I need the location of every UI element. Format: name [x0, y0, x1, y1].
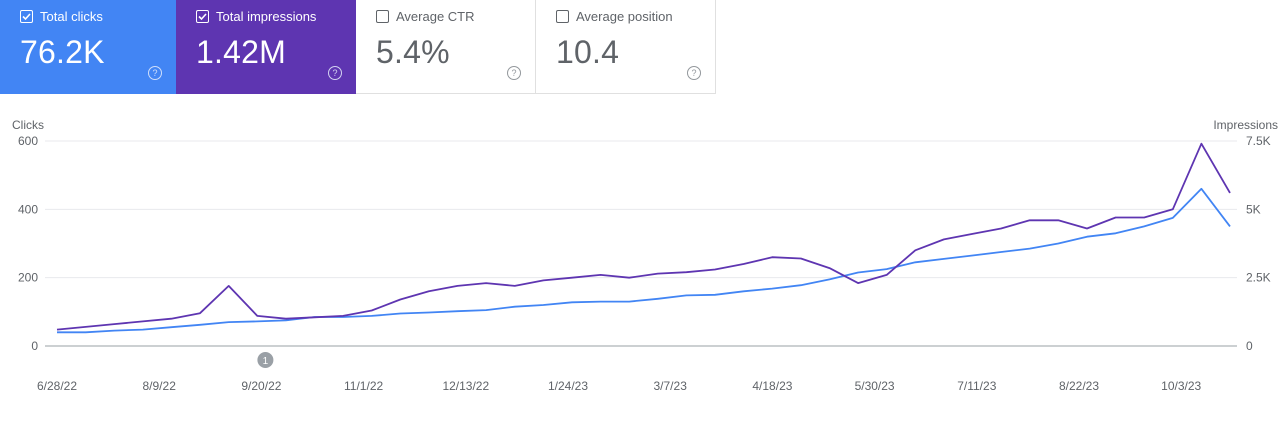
metric-label: Total impressions [216, 8, 317, 24]
metric-value: 76.2K [20, 34, 105, 70]
x-tick-label: 4/18/23 [752, 379, 792, 393]
y-left-tick-label: 600 [18, 134, 38, 148]
metric-value: 10.4 [556, 34, 620, 70]
x-tick-label: 10/3/23 [1161, 379, 1201, 393]
y-right-tick-label: 5K [1246, 202, 1261, 216]
y-right-tick-label: 0 [1246, 339, 1253, 353]
x-tick-label: 8/22/23 [1059, 379, 1099, 393]
checkbox-unchecked-icon[interactable] [376, 9, 389, 23]
performance-chart[interactable]: Clicks Impressions 600 400 200 0 7.5K 5K 2.5K 0 6/… [0, 94, 1287, 417]
metric-card-header: Average CTR [376, 8, 535, 24]
x-tick-label: 7/11/23 [957, 379, 996, 393]
checkbox-checked-icon[interactable] [20, 9, 33, 23]
metric-card-header: Total impressions [196, 8, 356, 24]
annotation-marker [257, 352, 274, 368]
x-tick-label: 5/30/23 [855, 379, 895, 393]
help-icon[interactable]: ? [148, 66, 162, 80]
y-right-tick-label: 2.5K [1246, 271, 1271, 285]
x-tick-label: 1/24/23 [548, 379, 588, 393]
y-left-tick-label: 0 [31, 339, 38, 353]
metric-value: 1.42M [196, 34, 286, 70]
metric-card-average-ctr[interactable]: Average CTR 5.4% ? [356, 0, 536, 94]
x-tick-label: 12/13/22 [442, 379, 489, 393]
y-axis-left-title: Clicks [12, 118, 44, 132]
metric-label: Average CTR [396, 8, 475, 24]
metric-label: Total clicks [40, 8, 103, 24]
x-tick-label: 8/9/22 [143, 379, 177, 393]
metric-label: Average position [576, 8, 673, 24]
metric-value: 5.4% [376, 34, 450, 70]
y-right-tick-label: 7.5K [1246, 134, 1271, 148]
x-tick-label: 3/7/23 [654, 379, 688, 393]
y-left-tick-label: 200 [18, 271, 38, 285]
metric-card-total-clicks[interactable]: Total clicks 76.2K ? [0, 0, 176, 94]
checkbox-unchecked-icon[interactable] [556, 9, 569, 23]
metric-cards: Total clicks 76.2K ? Total impressions 1… [0, 0, 1287, 94]
checkbox-checked-icon[interactable] [196, 9, 209, 23]
series-line-impressions [56, 142, 1231, 331]
help-icon[interactable]: ? [507, 66, 521, 80]
annotation-label: 1 [263, 356, 269, 367]
y-left-tick-label: 400 [18, 202, 38, 216]
metric-card-total-impressions[interactable]: Total impressions 1.42M ? [176, 0, 356, 94]
metric-card-average-position[interactable]: Average position 10.4 ? [536, 0, 716, 94]
x-tick-label: 9/20/22 [241, 379, 281, 393]
help-icon[interactable]: ? [328, 66, 342, 80]
metric-card-header: Total clicks [20, 8, 176, 24]
help-icon[interactable]: ? [687, 66, 701, 80]
series-line-clicks [57, 187, 1231, 334]
y-axis-right-title: Impressions [1213, 118, 1278, 132]
x-tick-label: 11/1/22 [344, 379, 383, 393]
performance-chart-svg[interactable]: Clicks Impressions 600 400 200 0 7.5K 5K 2.5K 0 6/… [0, 94, 1287, 417]
x-tick-label: 6/28/22 [37, 379, 77, 393]
metric-card-header: Average position [556, 8, 715, 24]
